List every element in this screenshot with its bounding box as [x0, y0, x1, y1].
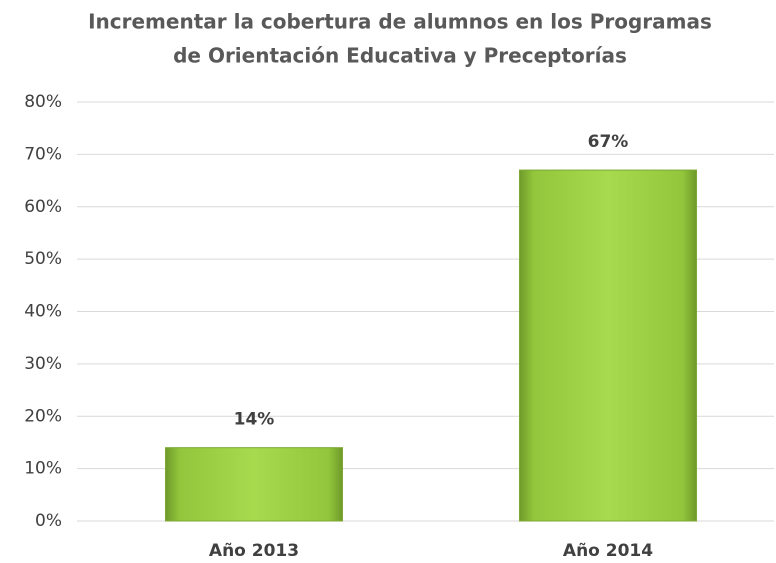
- value-label: 67%: [588, 132, 629, 152]
- y-tick-label: 80%: [24, 92, 62, 112]
- x-tick-label: Año 2013: [209, 541, 299, 561]
- value-label: 14%: [234, 410, 275, 430]
- y-tick-label: 10%: [24, 459, 62, 479]
- y-tick-label: 50%: [24, 249, 62, 269]
- x-tick-label: Año 2014: [563, 541, 653, 561]
- y-tick-label: 70%: [24, 144, 62, 164]
- bar: [165, 447, 343, 522]
- y-tick-label: 30%: [24, 354, 62, 374]
- y-tick-label: 20%: [24, 406, 62, 426]
- y-tick-label: 60%: [24, 197, 62, 217]
- chart-title-line: Incrementar la cobertura de alumnos en l…: [88, 10, 712, 34]
- y-tick-label: 40%: [24, 302, 62, 322]
- bar: [519, 169, 697, 522]
- y-tick-label: 0%: [35, 511, 62, 531]
- chart-title-line: de Orientación Educativa y Preceptorías: [173, 44, 627, 68]
